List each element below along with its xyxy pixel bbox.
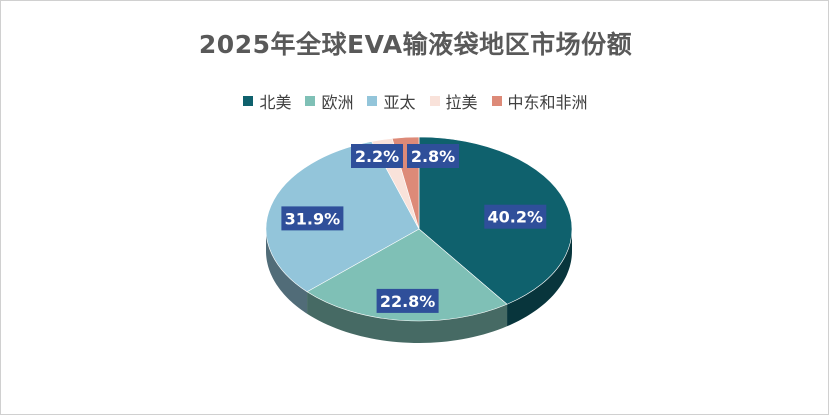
legend-swatch bbox=[429, 96, 440, 106]
data-label-box bbox=[484, 204, 547, 229]
pie-slice-side-1 bbox=[307, 291, 508, 343]
data-label-2: 31.9% bbox=[281, 206, 344, 231]
legend-label: 拉美 bbox=[445, 93, 478, 112]
pie-slice-side-2 bbox=[266, 229, 308, 314]
data-label-box bbox=[281, 206, 344, 231]
legend-item-europe: 欧洲 bbox=[305, 89, 353, 113]
legend-label: 中东和非洲 bbox=[507, 93, 588, 112]
legend-swatch bbox=[491, 96, 502, 106]
data-label-text: 2.2% bbox=[355, 147, 399, 166]
pie-side-walls bbox=[266, 229, 572, 343]
legend-label: 北美 bbox=[259, 93, 292, 112]
pie-slice-side-0 bbox=[507, 229, 572, 327]
data-label-4: 2.8% bbox=[407, 144, 459, 168]
legend-item-latin-america: 拉美 bbox=[429, 89, 478, 113]
data-label-box bbox=[351, 144, 403, 168]
legend-swatch bbox=[243, 96, 254, 106]
chart-legend: 北美 欧洲 亚太 拉美 中东和非洲 bbox=[1, 89, 829, 113]
data-label-text: 40.2% bbox=[488, 208, 544, 227]
data-label-1: 22.8% bbox=[376, 288, 439, 313]
chart-title: 2025年全球EVA输液袋地区市场份额 bbox=[198, 30, 633, 59]
data-label-text: 22.8% bbox=[380, 292, 436, 311]
legend-item-north-america: 北美 bbox=[243, 89, 291, 113]
legend-label: 亚太 bbox=[383, 93, 416, 112]
data-label-text: 31.9% bbox=[285, 209, 341, 228]
legend-item-asia-pacific: 亚太 bbox=[367, 89, 416, 113]
legend-label: 欧洲 bbox=[321, 93, 354, 112]
data-label-text: 2.8% bbox=[411, 147, 455, 166]
data-label-box bbox=[376, 288, 439, 313]
data-label-box bbox=[407, 144, 459, 168]
pie-slice-1 bbox=[306, 228, 508, 322]
legend-swatch bbox=[367, 96, 378, 106]
pie-data-labels: 40.2% 22.8% 31.9% 2.2% 2.8% bbox=[281, 144, 547, 313]
data-label-0: 40.2% bbox=[484, 204, 547, 229]
legend-swatch bbox=[305, 96, 316, 106]
legend-item-middle-east-africa: 中东和非洲 bbox=[491, 89, 588, 113]
data-label-3: 2.2% bbox=[351, 144, 403, 168]
